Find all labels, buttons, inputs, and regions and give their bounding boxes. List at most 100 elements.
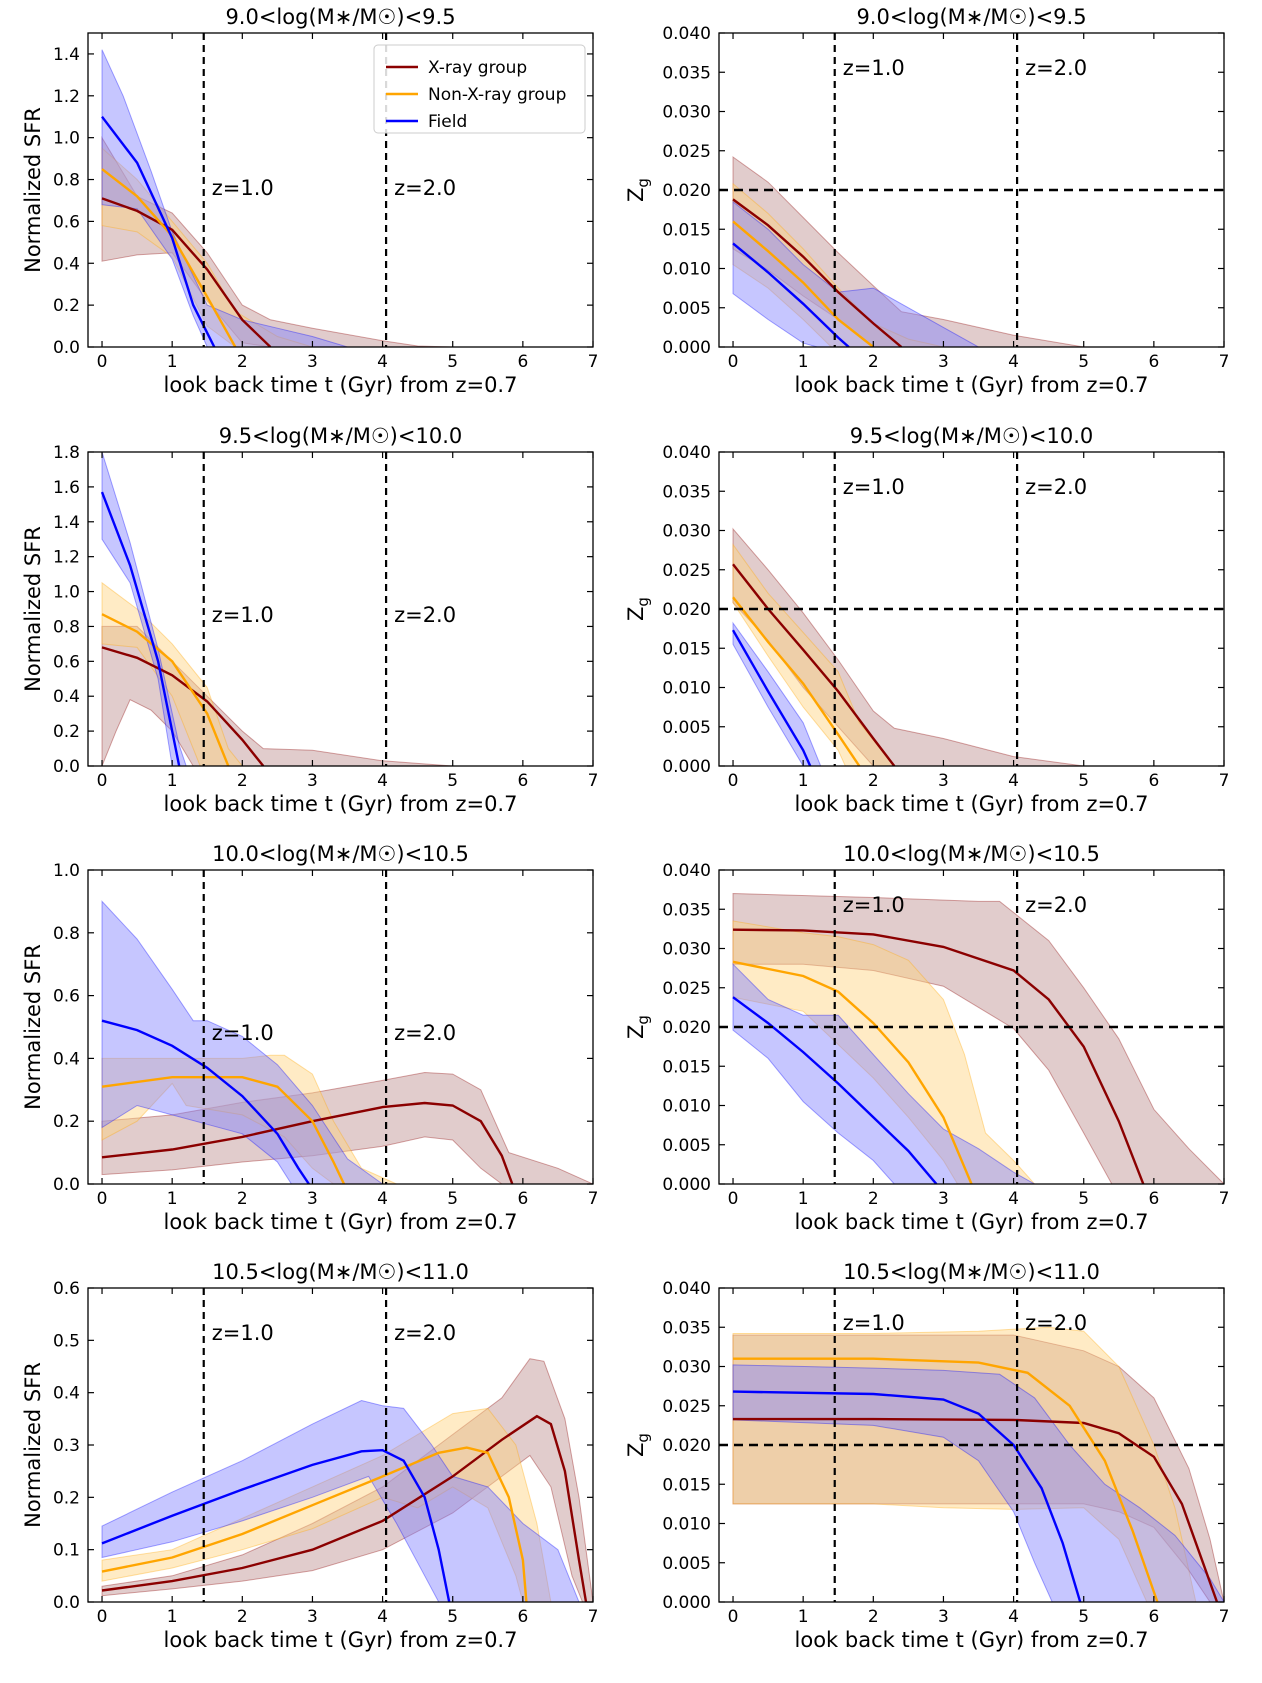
chart-panel-2: z=1.0 z=2.0 0 1 2 3 4 5 6 7 0.000 0.005 0.010 0.015 0.…: [624, 5, 1229, 397]
legend-label-1: X-ray group: [428, 58, 527, 78]
x-tick-label: 3: [938, 1189, 949, 1209]
band-field: [101, 49, 348, 347]
x-tick-label: 1: [798, 771, 809, 791]
panel-title: 9.0<log(M∗/M☉)<9.5: [225, 5, 455, 29]
redshift-label-1: z=1.0: [212, 176, 274, 200]
y-tick-label: 0.0: [53, 1175, 80, 1195]
x-tick-label: 4: [1008, 771, 1019, 791]
x-tick-label: 6: [517, 1189, 528, 1209]
y-tick-label: 0.020: [662, 181, 711, 201]
x-tick-label: 4: [1008, 1189, 1019, 1209]
y-tick-label: 0.015: [662, 220, 711, 240]
x-tick-label: 5: [1078, 352, 1089, 372]
y-tick-label: 1.4: [53, 513, 80, 533]
y-tick-label: 0.005: [662, 1554, 711, 1574]
x-tick-label: 2: [237, 1189, 248, 1209]
x-tick-label: 1: [798, 1189, 809, 1209]
y-axis-label: Zg: [624, 178, 652, 202]
panel-title: 10.5<log(M∗/M☉)<11.0: [843, 1260, 1100, 1284]
legend-box: [373, 44, 586, 134]
x-tick-label: 3: [938, 771, 949, 791]
y-axis-label: Normalized SFR: [21, 526, 45, 692]
band-nonx: [732, 920, 1036, 1184]
x-tick-label: 5: [447, 1607, 458, 1627]
y-axis-label: Zg: [624, 1433, 652, 1457]
y-tick-label: 0.6: [53, 652, 80, 672]
y-tick-label: 0.020: [662, 600, 711, 620]
panel-title: 9.0<log(M∗/M☉)<9.5: [856, 5, 1086, 29]
band-nonx: [732, 1326, 1197, 1602]
x-tick-label: 2: [237, 352, 248, 372]
y-axis-label-subscript: g: [634, 1015, 652, 1025]
y-axis-label-main: Z: [624, 607, 648, 621]
redshift-label-1: z=1.0: [843, 56, 905, 80]
x-tick-label: 2: [237, 1607, 248, 1627]
band-field: [732, 962, 1036, 1184]
redshift-label-2: z=2.0: [394, 1021, 456, 1045]
y-tick-label: 1.2: [53, 87, 80, 107]
x-tick-label: 0: [728, 352, 739, 372]
y-tick-label: 0.0: [53, 757, 80, 777]
y-tick-label: 1.8: [53, 443, 80, 463]
x-tick-label: 6: [1148, 1189, 1159, 1209]
line-xray: [733, 1417, 1219, 1602]
chart-panel-5: z=1.0 z=2.0 0 1 2 3 4 5 6 7 0.0 0.2 0.4 0.6 0.8 1.0 look…: [21, 842, 598, 1234]
y-tick-label: 0.6: [53, 212, 80, 232]
x-axis-label: look back time t (Gyr) from z=0.7: [164, 1210, 518, 1234]
x-axis-label: look back time t (Gyr) from z=0.7: [795, 373, 1149, 397]
y-axis-label-subscript: g: [634, 1433, 652, 1443]
y-tick-label: 0.4: [53, 1384, 80, 1404]
y-tick-label: 0.2: [53, 1488, 80, 1508]
y-axis-label: Normalized SFR: [21, 107, 45, 273]
y-tick-label: 0.035: [662, 1318, 711, 1338]
x-tick-label: 4: [1008, 352, 1019, 372]
y-tick-label: 1.0: [53, 861, 80, 881]
line-nonx: [733, 1357, 1159, 1602]
x-axis-label: look back time t (Gyr) from z=0.7: [795, 1628, 1149, 1652]
band-nonx: [101, 1054, 397, 1184]
plot-area: [719, 33, 1224, 347]
y-tick-label: 0.000: [662, 338, 711, 358]
x-axis-label: look back time t (Gyr) from z=0.7: [164, 792, 518, 816]
panel-title: 10.0<log(M∗/M☉)<10.5: [212, 842, 469, 866]
band-field: [732, 200, 980, 347]
y-tick-label: 0.035: [662, 63, 711, 83]
band-xray: [101, 135, 453, 347]
redshift-label-1: z=1.0: [212, 1021, 274, 1045]
plot-area: [101, 1288, 593, 1602]
line-field: [101, 1448, 451, 1602]
y-tick-label: 1.4: [53, 45, 80, 65]
y-tick-label: 0.040: [662, 1279, 711, 1299]
x-tick-label: 4: [377, 1607, 388, 1627]
x-tick-label: 4: [1008, 1607, 1019, 1627]
panel-title: 9.5<log(M∗/M☉)<10.0: [219, 424, 462, 448]
line-field: [732, 996, 938, 1184]
redshift-label-1: z=1.0: [843, 893, 905, 917]
band-field: [101, 1399, 580, 1602]
panel-title: 9.5<log(M∗/M☉)<10.0: [850, 424, 1093, 448]
redshift-label-2: z=2.0: [394, 603, 456, 627]
line-xray: [732, 928, 1145, 1184]
y-tick-label: 0.010: [662, 260, 711, 280]
y-axis-label-main: Z: [624, 188, 648, 202]
y-tick-label: 0.025: [662, 561, 711, 581]
x-tick-label: 2: [868, 771, 879, 791]
y-tick-label: 0.040: [662, 443, 711, 463]
y-tick-label: 0.035: [662, 482, 711, 502]
chart-panel-8: z=1.0 z=2.0 0 1 2 3 4 5 6 7 0.000 0.005 0.010 0.015 0.…: [624, 1260, 1229, 1652]
band-field: [101, 452, 187, 766]
y-tick-label: 0.020: [662, 1436, 711, 1456]
y-tick-label: 0.005: [662, 299, 711, 319]
y-tick-label: 0.040: [662, 24, 711, 44]
y-axis-label: Normalized SFR: [21, 944, 45, 1110]
redshift-label-2: z=2.0: [394, 176, 456, 200]
x-tick-label: 2: [237, 771, 248, 791]
x-tick-label: 4: [377, 1189, 388, 1209]
y-tick-label: 0.2: [53, 722, 80, 742]
line-field: [100, 491, 181, 766]
x-axis-label: look back time t (Gyr) from z=0.7: [795, 1210, 1149, 1234]
x-tick-label: 2: [868, 352, 879, 372]
y-tick-label: 0.020: [662, 1018, 711, 1038]
